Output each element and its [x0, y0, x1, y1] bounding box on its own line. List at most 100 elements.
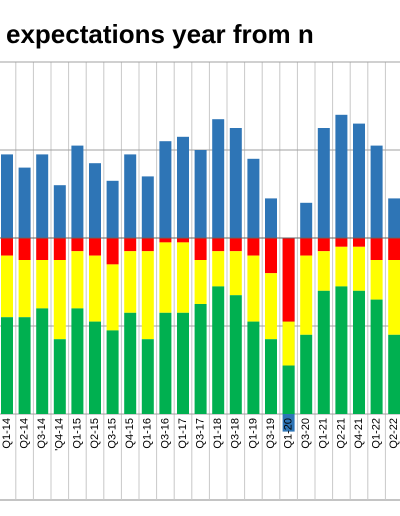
x-tick-label: 'Q4-14 [54, 418, 66, 451]
bar-segment [89, 163, 101, 238]
bar-segment [300, 238, 313, 256]
x-tick-label: Q3-15 [107, 418, 119, 449]
bar-segment [282, 365, 295, 414]
x-tick-label: Q3-16 [159, 418, 171, 449]
bar-segment [18, 238, 31, 260]
bar-segment [89, 238, 101, 256]
x-tick-label: Q1-15 [71, 418, 83, 449]
bar-segment [124, 238, 137, 252]
x-tick-label: Q3-18 [230, 418, 242, 449]
bar-segment [212, 119, 225, 238]
bar-segment [1, 238, 13, 256]
bar-segment [159, 242, 172, 313]
bar-segment [335, 238, 348, 247]
x-tick-label: Q2-21 [335, 418, 347, 449]
bar-segment [247, 238, 260, 256]
bar-segment [71, 238, 84, 252]
bar-segment [317, 128, 330, 238]
bar-segment [124, 154, 137, 238]
bar-segment [106, 180, 119, 238]
bar-segment [353, 246, 365, 291]
bar-segment [335, 114, 348, 238]
x-tick-label: Q2-14 [19, 418, 31, 449]
bar-segment [1, 255, 13, 318]
x-tick-label: Q3-14 [36, 418, 48, 449]
bar-segment [18, 317, 31, 414]
bar-segment [247, 158, 260, 238]
bar-segment [159, 312, 172, 414]
bar-segment [177, 242, 189, 313]
bar-segment [300, 255, 313, 335]
bar-segment [388, 334, 400, 414]
bar-segment [53, 260, 66, 340]
bar-segment [159, 238, 172, 243]
bar-segment [265, 273, 277, 340]
bar-segment [265, 198, 277, 238]
bar-segment [265, 339, 277, 414]
bar-segment [194, 260, 207, 304]
bar-segment [353, 290, 365, 414]
x-tick-label: Q1-18 [212, 418, 224, 449]
bar-segment [229, 251, 242, 296]
bar-segment [159, 141, 172, 238]
x-tick-label: Q1-14 [1, 418, 13, 449]
bar-segment [194, 304, 207, 414]
x-tick-label: Q4-15 [124, 418, 136, 449]
bar-segment [71, 145, 84, 238]
bar-segment [388, 238, 400, 260]
bar-segment [317, 238, 330, 252]
bar-segment [212, 251, 225, 287]
bar-segment [335, 246, 348, 287]
x-tick-label: Q4-21 [353, 418, 365, 449]
bar-segment [370, 299, 383, 414]
bar-segment [194, 150, 207, 238]
bar-segment [388, 260, 400, 335]
bar-segment [141, 339, 154, 414]
bar-segment [1, 317, 13, 414]
bar-segment [282, 321, 295, 366]
bar-segment [247, 321, 260, 414]
bar-segment [71, 308, 84, 414]
bar-segment [353, 123, 365, 238]
bar-segment [141, 251, 154, 340]
bar-segment [124, 312, 137, 414]
bar-segment [36, 308, 49, 414]
bar-segment [370, 238, 383, 260]
bar-segment [177, 136, 189, 238]
bar-segment [141, 176, 154, 238]
bar-segment [106, 238, 119, 265]
bar-segment [124, 251, 137, 313]
bar-segment [229, 128, 242, 238]
chart-title: expectations year from n [6, 19, 314, 49]
bar-segment [282, 238, 295, 322]
bar-segment [177, 238, 189, 243]
bar-segment [89, 255, 101, 322]
bar-segment [300, 202, 313, 238]
bar-segment [53, 238, 66, 260]
bar-segment [18, 167, 31, 238]
bar-segment [388, 198, 400, 238]
bar-segment [335, 286, 348, 414]
bar-segment [71, 251, 84, 309]
bar-segment [229, 238, 242, 252]
bar-segment [18, 260, 31, 318]
x-tick-label: Q3-20 [300, 418, 312, 449]
x-tick-label: Q1-22 [371, 418, 383, 449]
bar-segment [1, 154, 13, 238]
x-tick-label: Q1-21 [318, 418, 330, 449]
bar-segment [300, 334, 313, 414]
x-tick-label: Q3-19 [265, 418, 277, 449]
bar-segment [141, 238, 154, 252]
bar-segment [36, 260, 49, 309]
x-tick-label: Q1-19 [247, 418, 259, 449]
x-tick-label: Q2-15 [89, 418, 101, 449]
bar-segment [212, 286, 225, 414]
bar-segment [89, 321, 101, 414]
bar-segment [229, 295, 242, 414]
bar-segment [194, 238, 207, 260]
x-tick-label: Q1-20 [283, 418, 295, 449]
bar-segment [106, 264, 119, 331]
x-tick-label: Q3-17 [195, 418, 207, 449]
bar-segment [53, 185, 66, 238]
